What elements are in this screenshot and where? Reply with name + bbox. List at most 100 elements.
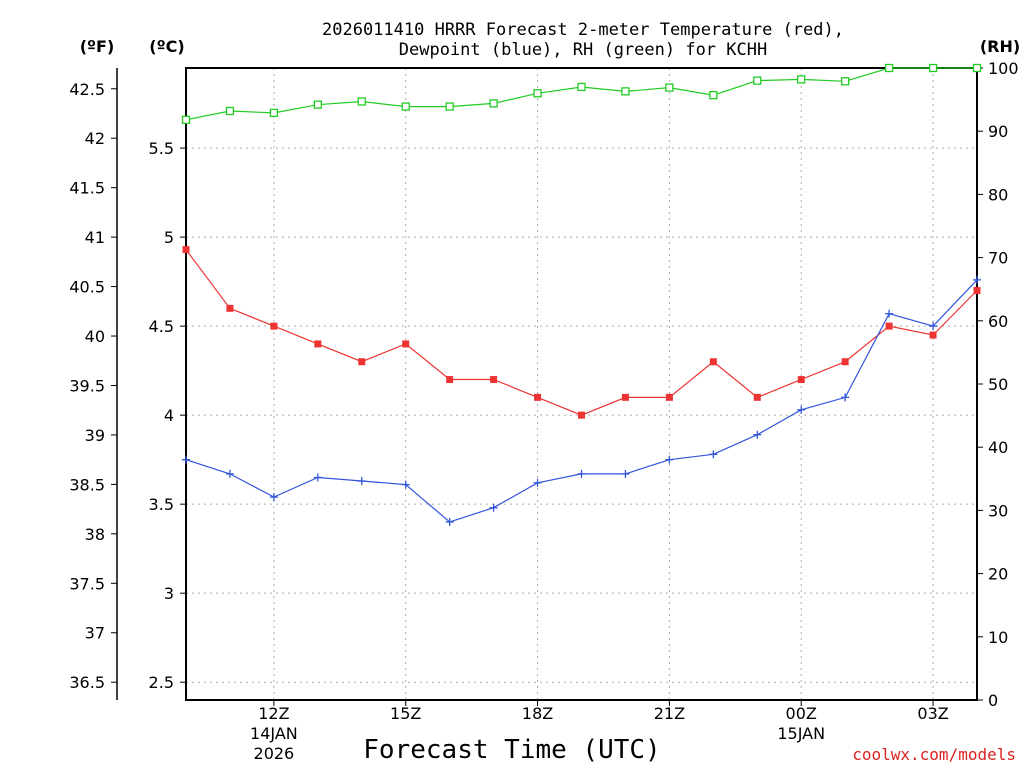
dewpoint-point (225, 469, 234, 478)
fahrenheit-tick-label: 41 (85, 228, 105, 247)
rh-tick-label: 50 (988, 375, 1008, 394)
rh-tick-label: 20 (988, 565, 1008, 584)
grid-layer (186, 68, 977, 700)
temperature-point (578, 411, 585, 419)
dewpoint-point (621, 469, 630, 478)
x-tick-label: 18Z (522, 704, 553, 723)
celsius-tick-label: 5.5 (149, 139, 174, 158)
fahrenheit-tick-label: 36.5 (69, 673, 105, 692)
dewpoint-point (401, 480, 410, 489)
dewpoint-point (797, 405, 806, 414)
x-tick-label: 00Z (786, 704, 817, 723)
temperature-point (709, 358, 717, 366)
fahrenheit-tick-label: 40 (85, 327, 105, 346)
rh-point (621, 87, 630, 96)
dewpoint-point (929, 322, 938, 331)
rh-point (181, 115, 191, 124)
rh-point (709, 91, 718, 100)
dewpoint-point (577, 469, 586, 478)
rh-tick-label: 100 (988, 59, 1019, 78)
chart-title-line1: 2026011410 HRRR Forecast 2-meter Tempera… (322, 20, 844, 40)
rh-point (401, 102, 410, 111)
rh-tick-label: 60 (988, 312, 1008, 331)
rh-tick-label: 70 (988, 249, 1008, 268)
celsius-tick-label: 3 (164, 584, 174, 603)
rh-point (972, 63, 982, 73)
fahrenheit-unit-label: (ºF) (80, 37, 115, 56)
x-tick-label: 21Z (654, 704, 685, 723)
chart-title-line2: Dewpoint (blue), RH (green) for KCHH (399, 40, 767, 60)
dewpoint-point (973, 275, 981, 284)
temperature-point (929, 331, 937, 339)
x-tick-label: 03Z (917, 704, 948, 723)
rh-point (533, 89, 542, 98)
temperature-point (358, 358, 366, 366)
fahrenheit-tick-label: 37 (85, 624, 105, 643)
dewpoint-point (489, 503, 498, 512)
fahrenheit-tick-label: 41.5 (69, 179, 105, 198)
temperature-point (621, 393, 629, 401)
x-axis-title: Forecast Time (UTC) (363, 735, 660, 765)
fahrenheit-tick-label: 37.5 (69, 574, 105, 593)
credit-link[interactable]: coolwx.com/models (852, 745, 1016, 764)
dewpoint-point (269, 493, 278, 502)
rh-point (269, 108, 279, 118)
rh-point (225, 106, 235, 116)
dewpoint-point (445, 517, 454, 526)
plot-frame (185, 67, 978, 701)
fahrenheit-tick-label: 42 (85, 129, 105, 148)
dewpoint-line (185, 279, 978, 523)
rh-point (884, 63, 894, 73)
rh-tick-label: 80 (988, 185, 1008, 204)
dewpoint-point (182, 455, 190, 464)
celsius-tick-label: 4.5 (149, 317, 174, 336)
series-layer (181, 63, 982, 526)
temperature-point (490, 376, 498, 384)
temperature-point (182, 246, 190, 254)
celsius-tick-label: 4 (164, 406, 174, 425)
rh-point (313, 100, 322, 109)
rh-point (928, 63, 938, 73)
rh-point (489, 99, 498, 108)
temperature-point (973, 287, 981, 295)
celsius-tick-label: 5 (164, 228, 174, 247)
temperature-point (841, 358, 849, 366)
rh-tick-label: 0 (988, 691, 998, 710)
rh-tick-label: 10 (988, 628, 1008, 647)
dewpoint-point (709, 450, 718, 459)
temperature-point (402, 340, 410, 348)
dewpoint-point (533, 478, 542, 487)
fahrenheit-tick-label: 38.5 (69, 475, 105, 494)
rh-tick-label: 90 (988, 122, 1008, 141)
fahrenheit-tick-label: 42.5 (69, 80, 105, 99)
rh-point (665, 83, 674, 92)
celsius-unit-label: (ºC) (149, 37, 184, 56)
temperature-point (446, 376, 454, 384)
x-tick-label: 15JAN (777, 724, 825, 743)
temperature-point (797, 376, 805, 384)
fahrenheit-tick-label: 39 (85, 426, 105, 445)
dewpoint-point (313, 473, 322, 482)
dewpoint-point (753, 430, 762, 439)
dewpoint-point (885, 309, 894, 318)
x-tick-label: 2026 (254, 744, 295, 763)
dewpoint-point (357, 477, 366, 486)
fahrenheit-tick-label: 39.5 (69, 376, 105, 395)
rh-point (753, 76, 762, 85)
temperature-point (270, 322, 278, 330)
temperature-point (534, 393, 542, 401)
temperature-point (665, 393, 673, 401)
temperature-point (885, 322, 893, 330)
celsius-tick-label: 2.5 (149, 673, 174, 692)
dewpoint-point (841, 393, 850, 402)
x-tick-label: 14JAN (250, 724, 298, 743)
fahrenheit-tick-label: 40.5 (69, 278, 105, 297)
rh-point (357, 97, 366, 106)
rh-line (185, 67, 977, 121)
rh-tick-label: 30 (988, 501, 1008, 520)
fahrenheit-tick-label: 38 (85, 525, 105, 544)
temperature-line (185, 249, 978, 416)
rh-point (841, 77, 850, 86)
